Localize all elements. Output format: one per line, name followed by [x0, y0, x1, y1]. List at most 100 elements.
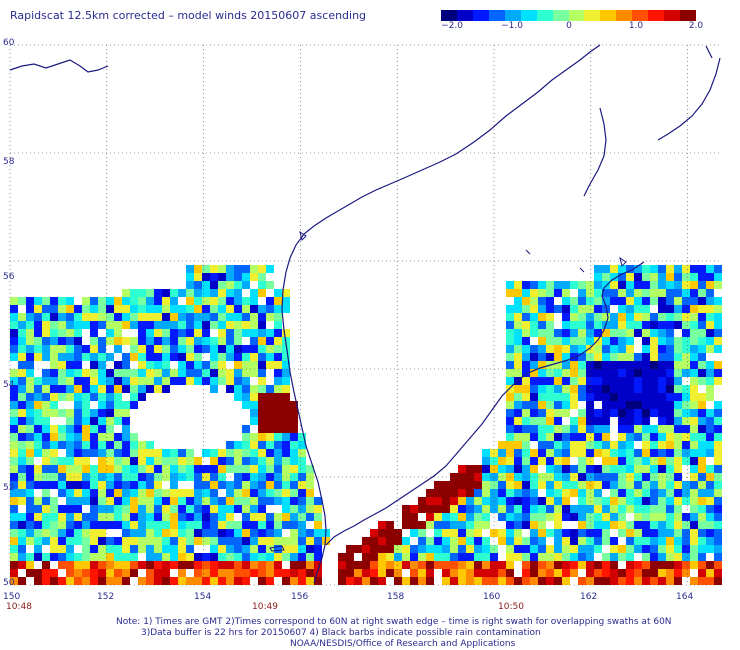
wind-cell [154, 513, 162, 521]
wind-cell [282, 513, 290, 521]
wind-cell [658, 369, 666, 377]
wind-cell [274, 537, 282, 545]
wind-cell [82, 425, 90, 433]
wind-cell [82, 409, 90, 417]
wind-cell [218, 305, 226, 313]
wind-cell [274, 409, 282, 417]
wind-cell [442, 537, 450, 545]
wind-cell [74, 569, 82, 577]
wind-cell [186, 265, 194, 273]
wind-cell [562, 289, 570, 297]
wind-cell [578, 305, 586, 313]
wind-cell [42, 489, 50, 497]
wind-cell [202, 273, 210, 281]
wind-cell [18, 361, 26, 369]
wind-cell [530, 353, 538, 361]
wind-cell [506, 537, 514, 545]
wind-cell [274, 489, 282, 497]
wind-cell [10, 377, 18, 385]
wind-cell [562, 353, 570, 361]
wind-cell [210, 497, 218, 505]
wind-cell [618, 321, 626, 329]
wind-cell [298, 489, 306, 497]
wind-cell [594, 577, 602, 585]
wind-cell [274, 305, 282, 313]
wind-cell [570, 313, 578, 321]
wind-cell [138, 361, 146, 369]
wind-cell [554, 569, 562, 577]
wind-cell [162, 513, 170, 521]
wind-cell [562, 329, 570, 337]
wind-cell [130, 465, 138, 473]
wind-cell [570, 345, 578, 353]
wind-cell [138, 313, 146, 321]
wind-cell [50, 457, 58, 465]
wind-cell [298, 553, 306, 561]
wind-cell [554, 521, 562, 529]
wind-cell [122, 297, 130, 305]
wind-cell [258, 321, 266, 329]
wind-cell [522, 449, 530, 457]
wind-cell [130, 433, 138, 441]
wind-cell [234, 321, 242, 329]
wind-cell [146, 289, 154, 297]
wind-cell [450, 577, 458, 585]
wind-cell [202, 377, 210, 385]
wind-cell [442, 577, 450, 585]
wind-cell [282, 393, 290, 401]
wind-cell [666, 289, 674, 297]
wind-cell [570, 321, 578, 329]
wind-cell [90, 569, 98, 577]
wind-cell [258, 409, 266, 417]
wind-cell [338, 577, 346, 585]
wind-cell [178, 489, 186, 497]
wind-cell [546, 545, 554, 553]
wind-cell [674, 561, 682, 569]
wind-cell [42, 529, 50, 537]
wind-cell [162, 537, 170, 545]
wind-cell [642, 273, 650, 281]
wind-cell [186, 449, 194, 457]
wind-cell [538, 449, 546, 457]
wind-cell [682, 425, 690, 433]
wind-cell [506, 281, 514, 289]
wind-cell [106, 353, 114, 361]
wind-cell [706, 385, 714, 393]
wind-cell [130, 337, 138, 345]
wind-cell [114, 465, 122, 473]
wind-cell [26, 521, 34, 529]
colorbar-segment [472, 10, 489, 21]
wind-cell [130, 457, 138, 465]
wind-cell [122, 425, 130, 433]
wind-cell [42, 457, 50, 465]
wind-cell [514, 281, 522, 289]
wind-cell [306, 553, 314, 561]
wind-cell [242, 393, 250, 401]
wind-cell [26, 361, 34, 369]
wind-cell [714, 265, 722, 273]
wind-cell [226, 321, 234, 329]
wind-cell [26, 393, 34, 401]
wind-cell [146, 481, 154, 489]
wind-cell [634, 273, 642, 281]
wind-cell [90, 553, 98, 561]
wind-cell [114, 481, 122, 489]
wind-cell [594, 361, 602, 369]
wind-cell [602, 297, 610, 305]
wind-cell [266, 409, 274, 417]
wind-cell [466, 529, 474, 537]
wind-cell [34, 393, 42, 401]
wind-cell [522, 409, 530, 417]
wind-cell [682, 561, 690, 569]
wind-cell [418, 521, 426, 529]
wind-cell [106, 489, 114, 497]
wind-cell [58, 537, 66, 545]
wind-cell [34, 441, 42, 449]
wind-cell [186, 465, 194, 473]
wind-cell [682, 313, 690, 321]
colorbar-segment [520, 10, 537, 21]
wind-cell [682, 497, 690, 505]
wind-cell [698, 537, 706, 545]
wind-cell [130, 369, 138, 377]
wind-cell [122, 321, 130, 329]
